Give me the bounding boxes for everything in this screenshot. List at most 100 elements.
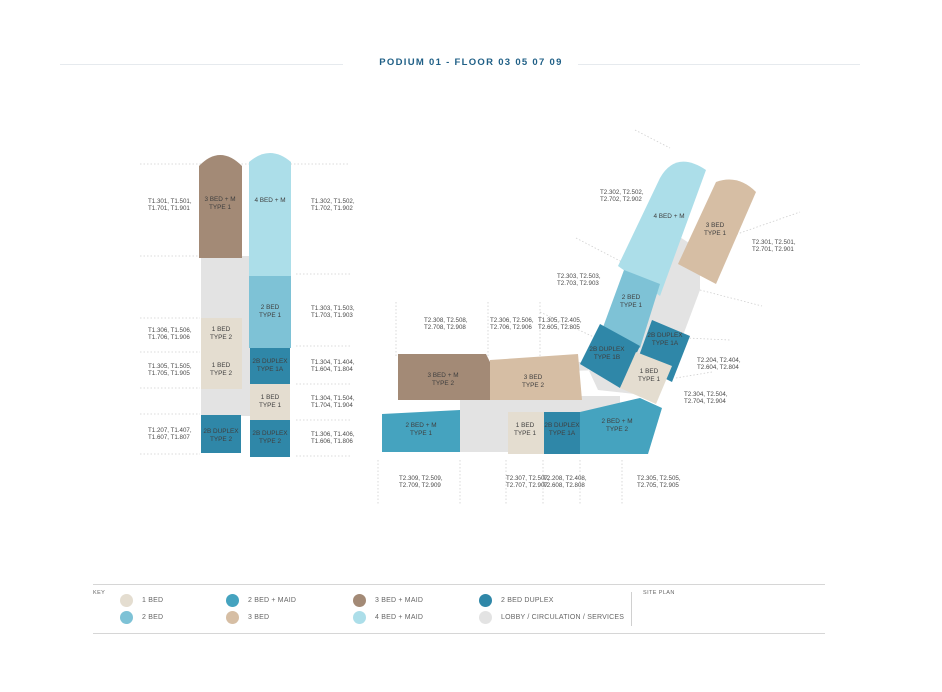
t2-unit-label-9: 1 BED xyxy=(516,422,535,429)
t2-unit-label-5: 1 BED xyxy=(640,368,659,375)
key-item-3bed_maid: 3 BED + MAID xyxy=(353,594,423,607)
t1-unit-type-4: TYPE 2 xyxy=(210,370,232,377)
key-item-2bed_duplex: 2 BED DUPLEX xyxy=(479,594,554,607)
t1-unit-1bed-b xyxy=(201,352,242,389)
t2-ref-label-line2-5: T2.605, T2.805 xyxy=(538,324,580,331)
t1-unit-label-4: 1 BED xyxy=(212,362,231,369)
t2-ref-label-1: T2.301, T2.501, xyxy=(752,239,796,246)
t2-ref-label-9: T2.307, T2.507, xyxy=(506,475,550,482)
t2-unit-1bed-1 xyxy=(620,352,672,404)
t2-ref-label-0: T2.302, T2.502, xyxy=(600,189,644,196)
page-title: PODIUM 01 - FLOOR 03 05 07 09 xyxy=(379,57,563,68)
t1-unit-3bedm xyxy=(199,155,242,258)
t2-unit-type-6: TYPE 2 xyxy=(432,380,454,387)
key-label-2bed_maid: 2 BED + MAID xyxy=(248,597,297,604)
t2-unit-type-1: TYPE 1 xyxy=(704,230,726,237)
t2-unit-label-2: 2 BED xyxy=(622,294,641,301)
t1-unit-label-0: 3 BED + M xyxy=(204,196,235,203)
t2-unit-2bdup-1b xyxy=(580,324,640,388)
t1-unit-type-8: TYPE 2 xyxy=(259,438,281,445)
t2-unit-label-1: 3 BED xyxy=(706,222,725,229)
t2-unit-type-9: TYPE 1 xyxy=(514,430,536,437)
t2-unit-type-7: TYPE 2 xyxy=(522,382,544,389)
t2-unit-label-0: 4 BED + M xyxy=(653,213,684,220)
t1-ref-label-1: T1.302, T1.502, xyxy=(311,198,355,205)
t2-unit-type-3: TYPE 1B xyxy=(594,354,620,361)
key-label-3bed_maid: 3 BED + MAID xyxy=(375,597,424,604)
key-label-1bed: 1 BED xyxy=(142,597,164,604)
t2-ref-label-5: T1.305, T2.405, xyxy=(538,317,582,324)
t2-ref-label-line2-0: T2.702, T2.902 xyxy=(600,196,642,203)
t1-unit-label-1: 4 BED + M xyxy=(254,197,285,204)
t2-ref-label-line2-2: T2.703, T2.903 xyxy=(557,280,599,287)
t2-unit-2bed-1 xyxy=(602,270,660,348)
key-label-2bed: 2 BED xyxy=(142,614,164,621)
key-item-4bed_maid: 4 BED + MAID xyxy=(353,611,423,624)
key-swatch-2bed_maid xyxy=(226,594,239,607)
key-item-3bed: 3 BED xyxy=(226,611,269,624)
t2-unit-3bedm-2 xyxy=(398,354,490,400)
t1-unit-type-5: TYPE 1A xyxy=(257,366,284,373)
title-rule-right xyxy=(578,64,860,65)
title-rule-left xyxy=(60,64,343,65)
t1-ref-label-line2-1: T1.702, T1.902 xyxy=(311,205,353,212)
t2-ref-label-line2-11: T2.705, T2.905 xyxy=(637,482,679,489)
tower-1 xyxy=(199,153,291,457)
t2-unit-label-4: 2B DUPLEX xyxy=(647,332,683,339)
t2-ref-label-line2-10: T2.608, T2.808 xyxy=(543,482,585,489)
t2-unit-2bedm-1 xyxy=(382,410,460,452)
t1-unit-type-3: TYPE 2 xyxy=(210,334,232,341)
t1-unit-label-7: 2B DUPLEX xyxy=(203,428,239,435)
key-label-lobby: LOBBY / CIRCULATION / SERVICES xyxy=(501,614,625,621)
key-swatch-2bed xyxy=(120,611,133,624)
t2-ref-label-4: T2.306, T2.506, xyxy=(490,317,534,324)
t1-unit-2bdup-c xyxy=(250,420,290,457)
t1-ref-label-line2-6: T1.704, T1.904 xyxy=(311,402,353,409)
t1-ref-label-line2-8: T1.606, T1.806 xyxy=(311,438,353,445)
t2-ref-label-2: T2.303, T2.503, xyxy=(557,273,601,280)
t2-ref-label-line2-7: T2.704, T2.904 xyxy=(684,398,726,405)
key-swatch-1bed xyxy=(120,594,133,607)
key-item-1bed: 1 BED xyxy=(120,594,163,607)
key-item-2bed_maid: 2 BED + MAID xyxy=(226,594,296,607)
t2-unit-1bed-b xyxy=(508,412,544,454)
t1-unit-2bed-a xyxy=(249,276,291,348)
site-divider xyxy=(631,592,632,626)
key-item-lobby: LOBBY / CIRCULATION / SERVICES xyxy=(479,611,624,624)
t2-unit-type-11: TYPE 2 xyxy=(606,426,628,433)
t1-ref-label-5: T1.304, T1.404, xyxy=(311,359,355,366)
t1-unit-2bdup-a xyxy=(250,348,290,384)
t2-unit-3bed-2 xyxy=(490,354,582,400)
t1-unit-label-3: 1 BED xyxy=(212,326,231,333)
t1-ref-label-line2-3: T1.706, T1.906 xyxy=(148,334,190,341)
t1-ref-label-line2-4: T1.705, T1.905 xyxy=(148,370,190,377)
key-swatch-3bed xyxy=(226,611,239,624)
t2-ref-label-3: T2.308, T2.508, xyxy=(424,317,468,324)
t1-ref-label-6: T1.304, T1.504, xyxy=(311,395,355,402)
t2-unit-type-5: TYPE 1 xyxy=(638,376,660,383)
key-title: KEY xyxy=(93,590,106,596)
t2-ref-label-line2-1: T2.701, T2.901 xyxy=(752,246,794,253)
t1-ref-label-8: T1.306, T1.406, xyxy=(311,431,355,438)
t2-unit-type-8: TYPE 1 xyxy=(410,430,432,437)
t1-unit-label-6: 1 BED xyxy=(261,394,280,401)
t2-unit-4bedm xyxy=(618,161,706,296)
key-swatch-4bed_maid xyxy=(353,611,366,624)
t2-unit-label-8: 2 BED + M xyxy=(405,422,436,429)
t1-unit-label-8: 2B DUPLEX xyxy=(252,430,288,437)
t2-unit-label-10: 2B DUPLEX xyxy=(544,422,580,429)
t1-unit-label-5: 2B DUPLEX xyxy=(252,358,288,365)
t2-ref-label-line2-6: T2.604, T2.804 xyxy=(697,364,739,371)
t1-ref-label-3: T1.306, T1.506, xyxy=(148,327,192,334)
t2-unit-3bed-1 xyxy=(678,179,756,284)
t2-ref-label-line2-9: T2.707, T2.907 xyxy=(506,482,548,489)
t2-ref-label-7: T2.304, T2.504, xyxy=(684,391,728,398)
t2-unit-2bdup-1a-b xyxy=(544,412,580,454)
t1-ref-label-4: T1.305, T1.505, xyxy=(148,363,192,370)
t1-unit-1bed-c xyxy=(250,384,290,420)
tower-2 xyxy=(382,161,756,454)
t1-ref-label-line2-5: T1.604, T1.804 xyxy=(311,366,353,373)
t2-ref-label-11: T2.305, T2.505, xyxy=(637,475,681,482)
t1-ref-label-7: T1.207, T1.407, xyxy=(148,427,192,434)
